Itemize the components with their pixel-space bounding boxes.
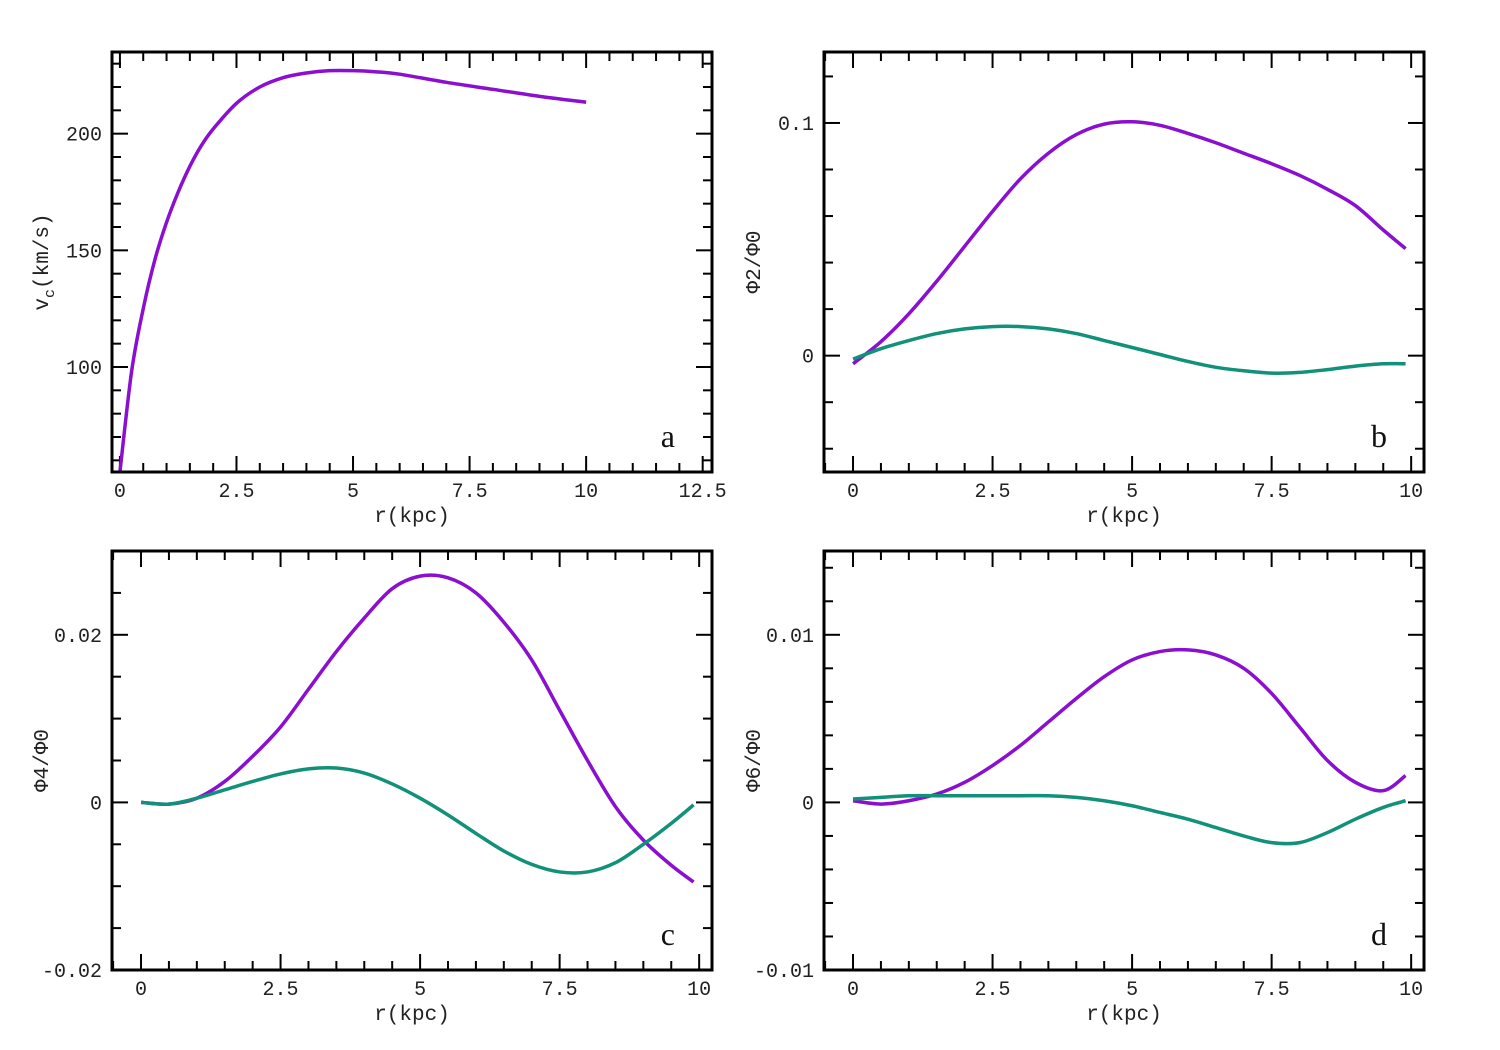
series-line-green [852,324,1406,375]
panel-tag: c [661,916,675,952]
plot-frame [822,549,1426,972]
series-line-purple [852,647,1407,806]
y-axis-label: vc(km/s) [32,213,59,310]
x-tick-label: 2.5 [975,481,1011,504]
y-axis-label-subscript: c [42,289,59,298]
x-tick-label: 7.5 [1254,979,1290,1002]
x-tick-label: 0 [135,979,147,1002]
x-tick-label: 7.5 [542,979,578,1002]
y-tick-label: 150 [66,241,102,264]
plot-frame [110,50,714,474]
y-tick-label: 0.01 [766,626,814,649]
x-axis-label: r(kpc) [1086,1004,1162,1027]
x-tick-label: 0 [847,979,859,1002]
y-tick-label: 200 [66,125,102,148]
y-tick-label: -0.01 [754,961,814,984]
x-tick-label: 2.5 [218,481,254,504]
x-tick-label: 10 [1399,481,1423,504]
panel-d: 0 2.5 5 7.5 10 -0.01 0 0.01 r(kpc) Φ6/Φ0 d [744,549,1426,1027]
y-tick-label: -0.02 [42,961,102,984]
series-line-green [140,765,695,875]
panel-tag: a [661,418,675,454]
y-axis-label-main: v [32,298,55,311]
x-tick-label: 7.5 [452,481,488,504]
panel-tag: b [1371,418,1387,454]
panel-tag: d [1371,916,1387,952]
x-tick-label: 0 [847,481,859,504]
x-axis-label: r(kpc) [1086,506,1162,529]
y-tick-label: 0.02 [54,626,102,649]
x-tick-label: 5 [347,481,359,504]
y-axis-label: Φ6/Φ0 [744,729,767,792]
x-axis-label: r(kpc) [374,1004,450,1027]
series-line-purple [851,120,1407,366]
x-tick-label: 0 [114,481,126,504]
x-tick-label: 5 [1126,979,1138,1002]
x-tick-label: 2.5 [263,979,299,1002]
y-axis-label: Φ2/Φ0 [744,230,767,293]
panel-c: 0 2.5 5 7.5 10 -0.02 0 0.02 r(kpc) Φ4/Φ0 c [32,549,714,1027]
series-line-green [852,793,1407,846]
x-tick-label: 10 [574,481,598,504]
y-axis-label: Φ4/Φ0 [32,729,55,792]
y-tick-label: 0.1 [778,114,814,137]
series-line-purple [140,573,695,884]
x-tick-label: 5 [1126,481,1138,504]
plot-frame [110,549,714,972]
x-tick-label: 5 [414,979,426,1002]
plot-frame [822,50,1426,474]
y-tick-label: 0 [802,793,814,816]
series-line-vc [118,68,587,472]
panel-b: 0 2.5 5 7.5 10 0 0.1 r(kpc) Φ2/Φ0 b [744,50,1426,529]
x-axis-label: r(kpc) [374,506,450,529]
y-tick-label: 0 [90,793,102,816]
x-tick-label: 12.5 [679,481,727,504]
y-tick-label: 0 [802,347,814,370]
x-tick-label: 2.5 [975,979,1011,1002]
y-tick-label: 100 [66,358,102,381]
x-tick-label: 7.5 [1254,481,1290,504]
x-tick-label: 10 [687,979,711,1002]
x-tick-label: 10 [1399,979,1423,1002]
panel-a: 0 2.5 5 7.5 10 12.5 100 150 200 r(kpc) vc(km/s) a [32,50,727,529]
y-axis-label-units: (km/s) [32,213,55,289]
